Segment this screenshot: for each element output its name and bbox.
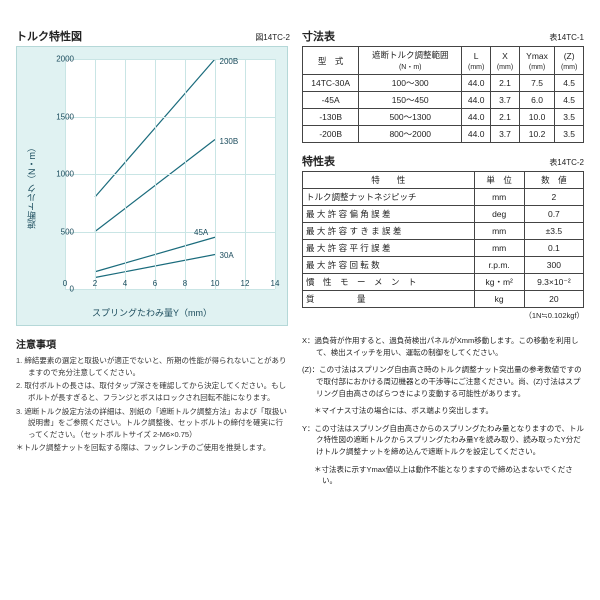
table-header: L(mm): [462, 47, 491, 75]
unit-note: （1N≒0.102kgf）: [302, 310, 584, 321]
right-note-item: Y：この寸法はスプリング自由高さからのスプリングたわみ量となりますので、トルク特…: [302, 423, 584, 458]
x-tick: 10: [211, 279, 220, 288]
chart-title: トルク特性図: [16, 28, 82, 44]
x-tick: 2: [93, 279, 97, 288]
x-tick: 14: [271, 279, 280, 288]
table-header: 単 位: [474, 172, 524, 189]
right-notes: X：過負荷が作用すると、過負荷検出パネルがXmm移動します。この移動を利用して、…: [302, 335, 584, 487]
table-row: -130B500～130044.02.110.03.5: [303, 109, 584, 126]
series-label: 130B: [220, 137, 239, 146]
note-item: 2. 取付ボルトの長さは、取付タップ深さを確認してから決定してください。もしボル…: [16, 380, 290, 403]
dimension-table: 型 式遮断トルク調整範囲(N・m)L(mm)X(mm)Ymax(mm)(Z)(m…: [302, 46, 584, 143]
x-tick: 0: [63, 279, 67, 288]
series-label: 45A: [194, 228, 208, 237]
table-header: 特 性: [303, 172, 475, 189]
x-tick: 8: [183, 279, 187, 288]
y-tick: 1500: [56, 112, 74, 121]
table-row: 最 大 許 容 す き ま 誤 差mm±3.5: [303, 223, 584, 240]
x-tick: 6: [153, 279, 157, 288]
y-axis-label: 遮断トルク（N・m）: [25, 143, 38, 229]
dim-table-title: 寸法表: [302, 28, 335, 44]
y-tick: 2000: [56, 55, 74, 64]
series-label: 30A: [220, 251, 234, 260]
table-row: 質 量kg20: [303, 291, 584, 308]
table-row: -200B800～200044.03.710.23.5: [303, 126, 584, 143]
x-axis-label: スプリングたわみ量Y（mm）: [92, 306, 212, 319]
fig-label: 図14TC-2: [255, 32, 290, 43]
right-note-item: (Z)：この寸法はスプリング自由高さ時のトルク調整ナット突出量の参考数値ですので…: [302, 364, 584, 399]
spec-table-title: 特性表: [302, 153, 335, 169]
note-item: 1. 締結要素の選定と取扱いが適正でないと、所期の性能が得られないことがあります…: [16, 355, 290, 378]
table-header: 数 値: [524, 172, 583, 189]
notes: 1. 締結要素の選定と取扱いが適正でないと、所期の性能が得られないことがあります…: [16, 355, 290, 454]
table-row: 慣 性 モ ー メ ン トkg・m²9.3×10⁻²: [303, 274, 584, 291]
right-note-item: ＊マイナス寸法の場合には、ボス端より突出します。: [302, 405, 584, 417]
spec-table-label: 表14TC-2: [549, 157, 584, 168]
notes-title: 注意事項: [16, 336, 290, 351]
note-star: ＊トルク調整ナットを回転する際は、フックレンチのご使用を推奨します。: [16, 442, 290, 454]
torque-chart: 遮断トルク（N・m） 200B 130B 45A 30A スプリングたわみ量Y（mm）…: [16, 46, 288, 326]
right-note-item: ＊寸法表に示すYmax値以上は動作不能となりますので締め込まないでください。: [302, 464, 584, 487]
y-tick: 0: [70, 285, 74, 294]
table-row: 最 大 許 容 平 行 誤 差mm0.1: [303, 240, 584, 257]
plot-area: 200B 130B 45A 30A: [65, 59, 275, 289]
table-header: 型 式: [303, 47, 359, 75]
series-label: 200B: [220, 57, 239, 66]
x-tick: 12: [241, 279, 250, 288]
table-header: Ymax(mm): [519, 47, 554, 75]
table-header: 遮断トルク調整範囲(N・m): [359, 47, 462, 75]
right-note-item: X：過負荷が作用すると、過負荷検出パネルがXmm移動します。この移動を利用して、…: [302, 335, 584, 358]
x-tick: 4: [123, 279, 127, 288]
table-row: 14TC-30A100～30044.02.17.54.5: [303, 75, 584, 92]
table-row: 最 大 許 容 偏 角 誤 差deg0.7: [303, 206, 584, 223]
table-row: -45A150～45044.03.76.04.5: [303, 92, 584, 109]
note-item: 3. 遮断トルク設定方法の詳細は、別紙の「遮断トルク調整方法」および「取扱い説明…: [16, 406, 290, 441]
table-header: (Z)(mm): [555, 47, 584, 75]
y-tick: 500: [61, 227, 74, 236]
spec-table: 特 性単 位数 値トルク調整ナットネジピッチmm2最 大 許 容 偏 角 誤 差…: [302, 171, 584, 308]
table-header: X(mm): [491, 47, 520, 75]
table-row: トルク調整ナットネジピッチmm2: [303, 189, 584, 206]
table-row: 最 大 許 容 回 転 数r.p.m.300: [303, 257, 584, 274]
y-tick: 1000: [56, 170, 74, 179]
dim-table-label: 表14TC-1: [549, 32, 584, 43]
